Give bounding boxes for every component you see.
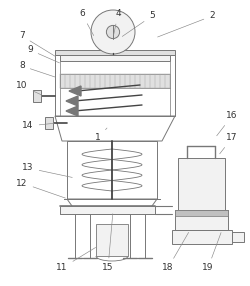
Text: 17: 17 (220, 134, 238, 154)
Text: 19: 19 (202, 233, 221, 273)
Bar (33, 90, 41, 102)
Text: 6: 6 (79, 9, 94, 35)
Bar (178, 158, 225, 210)
Polygon shape (66, 106, 78, 116)
Text: 2: 2 (158, 11, 215, 37)
Bar (60, 206, 155, 214)
Bar (96, 224, 128, 256)
Text: 4: 4 (114, 9, 121, 35)
Text: 9: 9 (27, 45, 60, 63)
Bar (67, 141, 157, 199)
Bar (175, 210, 228, 216)
Bar (55, 55, 175, 116)
Text: 1: 1 (95, 128, 107, 142)
Text: 12: 12 (16, 178, 66, 198)
Bar (60, 55, 170, 61)
Text: 14: 14 (22, 122, 54, 130)
Text: 11: 11 (56, 247, 96, 273)
Circle shape (91, 10, 135, 54)
Bar (172, 230, 232, 244)
Text: 10: 10 (16, 82, 42, 95)
Bar (175, 210, 228, 230)
Text: 5: 5 (122, 11, 155, 36)
Text: 7: 7 (19, 31, 56, 57)
Polygon shape (66, 96, 78, 106)
Circle shape (106, 25, 120, 39)
Bar (55, 50, 175, 55)
Text: 16: 16 (217, 112, 238, 136)
Text: 13: 13 (22, 164, 72, 177)
Bar (45, 117, 53, 129)
Bar (60, 74, 170, 88)
Text: 8: 8 (19, 61, 55, 77)
Bar (232, 232, 244, 242)
Text: 15: 15 (102, 214, 114, 273)
Polygon shape (69, 86, 81, 96)
Text: 18: 18 (162, 233, 188, 273)
